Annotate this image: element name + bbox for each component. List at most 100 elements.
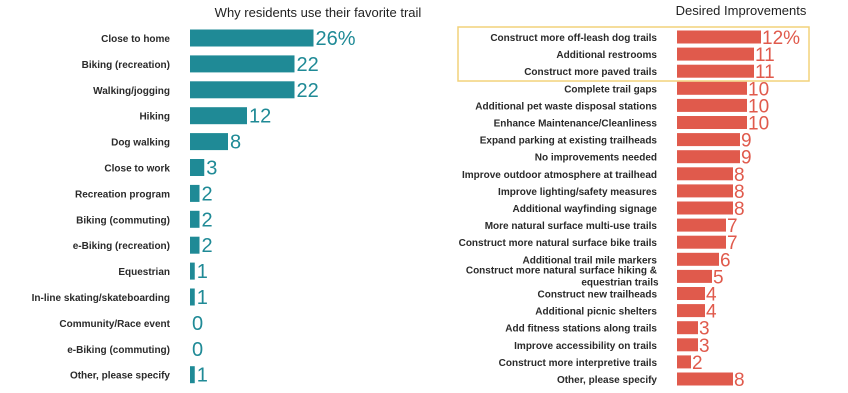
left-bar: [190, 210, 200, 228]
right-value-label: 11: [755, 45, 775, 66]
left-category-label: e-Biking (commuting): [67, 345, 170, 356]
left-value-label: 1: [197, 261, 208, 283]
right-category-label: Expand parking at existing trailheads: [480, 136, 658, 147]
left-bar: [190, 55, 295, 73]
left-category-label: Close to home: [101, 34, 170, 45]
left-bar: [190, 236, 200, 254]
right-value-label: 8: [734, 199, 745, 220]
right-category-label: Add fitness stations along trails: [505, 324, 657, 335]
left-bar: [190, 29, 314, 47]
right-bar: [677, 338, 698, 352]
right-value-label: 8: [734, 165, 745, 186]
right-value-label: 12%: [762, 28, 800, 49]
right-category-label: Additional picnic shelters: [535, 307, 657, 318]
left-category-label: Biking (commuting): [76, 215, 170, 226]
right-category-label: Construct more natural surface bike trai…: [459, 238, 658, 249]
right-category-label: Additional pet waste disposal stations: [475, 101, 657, 112]
right-value-label: 8: [734, 370, 745, 391]
left-value-label: 22: [297, 80, 319, 102]
left-value-label: 2: [202, 183, 213, 205]
right-category-label-line2: equestrian trails: [581, 277, 659, 288]
right-bar: [677, 81, 747, 95]
left-value-label: 22: [297, 54, 319, 76]
right-value-label: 4: [706, 285, 717, 306]
left-category-label: Biking (recreation): [82, 60, 170, 71]
left-value-label: 0: [192, 313, 203, 335]
left-bar: [190, 288, 195, 306]
right-value-label: 7: [727, 216, 738, 237]
right-bar: [677, 355, 691, 369]
right-bar: [677, 64, 754, 78]
right-category-label: Complete trail gaps: [564, 84, 657, 95]
right-bar: [677, 184, 733, 198]
right-bar: [677, 98, 747, 112]
left-bar: [190, 262, 195, 280]
right-bar: [677, 30, 761, 44]
right-bar: [677, 321, 698, 335]
left-category-label: Walking/jogging: [93, 86, 170, 97]
left-value-label: 2: [202, 235, 213, 257]
left-category-label: Close to work: [104, 164, 170, 175]
left-value-label: 0: [192, 339, 203, 361]
left-category-label: Hiking: [139, 112, 170, 123]
left-category-label: Equestrian: [118, 267, 170, 278]
right-value-label: 3: [699, 336, 710, 357]
left-category-label: Other, please specify: [70, 371, 170, 382]
right-bar: [677, 252, 719, 266]
right-value-label: 11: [755, 62, 775, 83]
right-value-label: 2: [692, 353, 703, 374]
right-bar: [677, 304, 705, 318]
right-category-label: Construct more paved trails: [524, 67, 657, 78]
left-category-label: e-Biking (recreation): [73, 241, 170, 252]
right-value-label: 10: [748, 96, 769, 117]
right-chart-desired-improvements: Desired Improvements Construct more off-…: [457, 3, 810, 391]
left-value-label: 8: [230, 132, 241, 154]
right-value-label: 5: [713, 267, 724, 288]
right-value-label: 6: [720, 250, 731, 271]
right-bar: [677, 269, 712, 283]
right-category-label: Improve lighting/safety measures: [498, 187, 657, 198]
left-value-label: 1: [197, 365, 208, 387]
right-category-label: Improve accessibility on trails: [514, 341, 657, 352]
left-chart-residents-use: Why residents use their favorite trail C…: [32, 5, 422, 387]
right-bar: [677, 218, 726, 232]
right-category-label: Construct more off-leash dog trails: [490, 33, 657, 44]
right-category-label: Construct new trailheads: [538, 290, 658, 301]
right-bar: [677, 201, 733, 215]
right-category-label: Additional restrooms: [556, 50, 657, 61]
left-bar: [190, 159, 205, 176]
right-bar: [677, 133, 740, 147]
right-category-label: More natural surface multi-use trails: [485, 221, 658, 232]
right-bar: [677, 150, 740, 164]
left-value-label: 26%: [316, 28, 356, 50]
right-value-label: 4: [706, 302, 717, 323]
right-value-label: 10: [748, 79, 769, 100]
right-value-label: 10: [748, 114, 769, 135]
left-chart-title: Why residents use their favorite trail: [215, 5, 422, 20]
right-bar: [677, 235, 726, 249]
right-category-label: Additional trail mile markers: [523, 255, 658, 266]
right-value-label: 7: [727, 233, 738, 254]
right-bar: [677, 372, 733, 386]
right-category-label: Other, please specify: [557, 375, 657, 386]
right-value-label: 8: [734, 182, 745, 203]
right-chart-title: Desired Improvements: [676, 3, 807, 18]
left-category-label: In-line skating/skateboarding: [32, 293, 170, 304]
left-value-label: 12: [249, 106, 271, 128]
right-bar: [677, 167, 733, 181]
left-category-label: Recreation program: [75, 189, 170, 200]
right-value-label: 9: [741, 131, 752, 152]
right-bar: [677, 47, 754, 61]
right-category-label: Additional wayfinding signage: [513, 204, 658, 215]
right-category-label: Construct more interpretive trails: [499, 358, 658, 369]
right-category-label: No improvements needed: [535, 153, 657, 164]
left-value-label: 1: [197, 287, 208, 309]
right-value-label: 3: [699, 319, 710, 340]
left-bar: [190, 107, 247, 125]
left-value-label: 3: [206, 158, 217, 180]
left-value-label: 2: [202, 209, 213, 231]
right-value-label: 9: [741, 148, 752, 169]
left-bar: [190, 184, 200, 202]
right-bar: [677, 287, 705, 300]
